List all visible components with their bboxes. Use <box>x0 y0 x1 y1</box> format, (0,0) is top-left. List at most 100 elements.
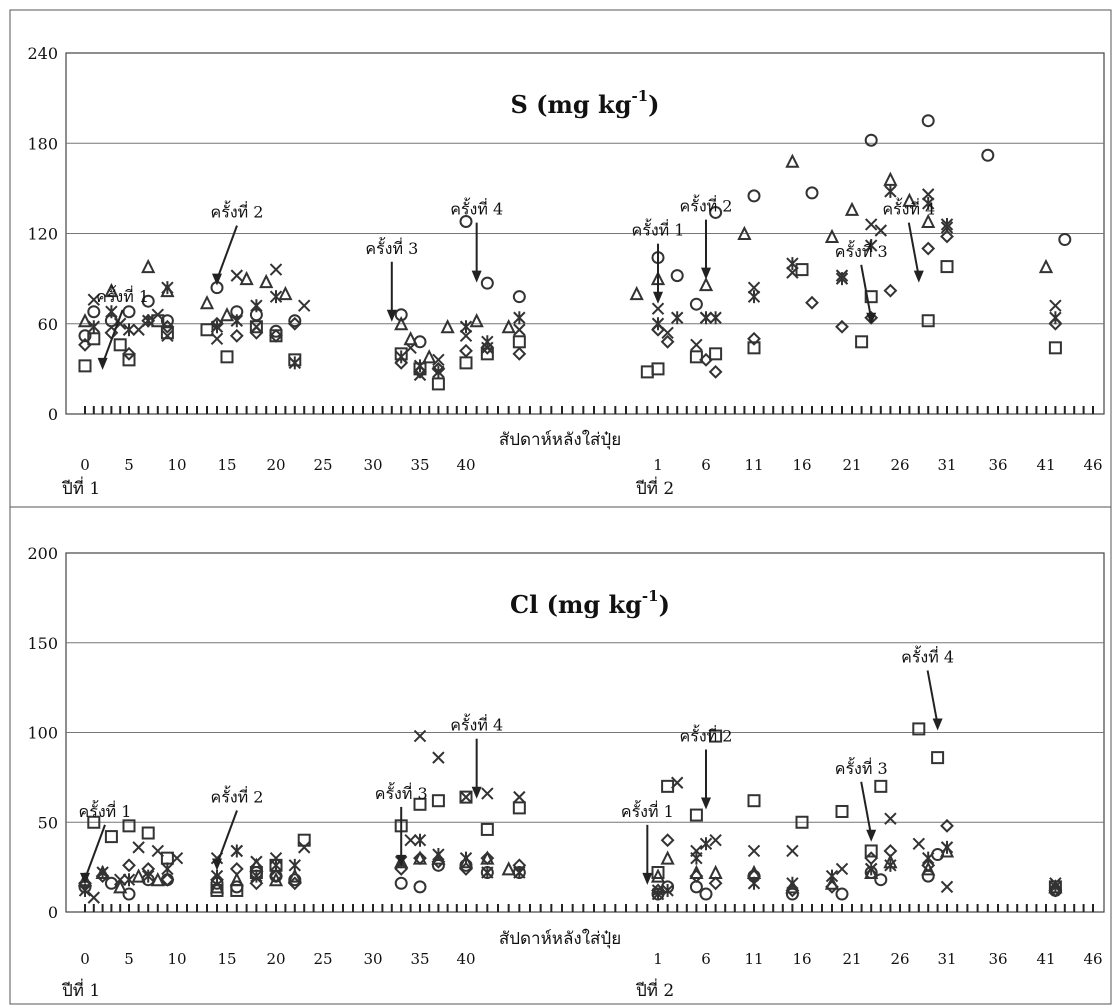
data-point-x <box>413 368 427 382</box>
y-tick-label: 120 <box>27 225 58 244</box>
data-point-square <box>835 804 849 818</box>
data-point-triangle <box>883 171 898 186</box>
data-point-circle <box>699 887 713 901</box>
data-point-circle <box>805 186 819 200</box>
data-point-asterisk <box>651 317 665 331</box>
data-point-triangle <box>287 868 302 883</box>
data-point-circle <box>141 294 155 308</box>
data-point-triangle <box>131 868 146 883</box>
annotation-arrowhead <box>97 357 108 370</box>
data-point-square <box>709 347 723 361</box>
data-point-circle <box>835 887 849 901</box>
annotation-arrow <box>860 781 873 836</box>
data-point-diamond <box>864 851 879 866</box>
y-tick-label: 100 <box>27 724 58 743</box>
data-point-triangle <box>278 285 293 301</box>
x-tick-label: 5 <box>124 950 134 968</box>
annotation-label: ครั้งที่ 1 <box>632 219 685 240</box>
data-point-square <box>855 335 869 349</box>
data-point-triangle <box>921 213 936 228</box>
data-point-circle <box>394 876 408 890</box>
data-point-diamond <box>269 328 283 343</box>
x-tick-label: 35 <box>410 950 429 968</box>
data-point-x <box>912 837 926 850</box>
annotation-label: ครั้งที่ 3 <box>375 782 428 803</box>
data-point-asterisk <box>210 320 224 334</box>
data-point-asterisk <box>835 272 849 286</box>
data-point-x <box>404 341 417 355</box>
data-point-asterisk <box>884 858 897 872</box>
data-point-circle <box>689 880 703 894</box>
annotation-label: ครั้งที่ 2 <box>211 201 264 222</box>
annotation-label: ครั้งที่ 4 <box>450 714 503 735</box>
x-tick-label: 25 <box>313 456 332 474</box>
data-point-circle <box>981 148 995 162</box>
data-point-triangle <box>660 850 675 865</box>
data-point-circle <box>864 133 878 147</box>
data-point-square <box>160 326 174 340</box>
data-point-triangle <box>403 331 418 346</box>
data-point-diamond <box>689 869 704 884</box>
x-tick-label: 21 <box>842 456 861 474</box>
data-point-asterisk <box>786 257 799 271</box>
data-point-asterisk <box>670 311 684 325</box>
data-point-diamond <box>747 331 761 346</box>
data-point-circle <box>874 873 888 887</box>
data-point-x <box>513 790 526 804</box>
data-point-x <box>161 329 174 342</box>
data-point-x <box>651 302 665 315</box>
data-point-asterisk <box>825 869 839 883</box>
annotation-label: ครั้งที่ 3 <box>365 237 418 258</box>
data-point-asterisk <box>921 851 935 865</box>
data-point-diamond <box>512 346 527 361</box>
data-point-asterisk <box>269 290 283 304</box>
x-tick-label: 6 <box>701 456 711 474</box>
chart-title: Cl (mg kg-1) <box>510 587 670 619</box>
chart-title: S (mg kg-1) <box>510 87 659 119</box>
data-point-square <box>113 338 127 352</box>
data-point-asterisk <box>432 848 445 862</box>
data-point-square <box>249 320 263 334</box>
data-point-diamond <box>269 869 283 884</box>
data-point-diamond <box>480 851 495 866</box>
annotation-arrow <box>907 222 920 277</box>
data-point-asterisk <box>230 844 244 858</box>
data-point-diamond <box>1048 883 1063 898</box>
data-point-circle <box>512 290 526 304</box>
data-point-x <box>874 224 888 237</box>
data-point-square <box>912 722 926 736</box>
x-tick-label: 1 <box>653 456 663 474</box>
data-point-triangle <box>229 871 244 887</box>
x-tick-label: 36 <box>988 950 1007 968</box>
x-tick-label: 10 <box>167 456 186 474</box>
data-point-x <box>113 873 127 886</box>
data-point-circle <box>921 114 935 128</box>
data-point-diamond <box>785 883 800 898</box>
data-point-x <box>940 880 954 894</box>
data-point-square <box>940 260 954 274</box>
data-point-square <box>689 808 703 822</box>
data-point-asterisk <box>78 883 92 897</box>
x-tick-label: 30 <box>363 950 382 968</box>
data-point-diamond <box>699 352 713 367</box>
series-square <box>87 722 1062 897</box>
data-point-x <box>413 729 427 743</box>
annotation-label: ครั้งที่ 2 <box>211 786 264 807</box>
data-point-x <box>297 299 311 312</box>
data-point-diamond <box>660 334 675 349</box>
data-point-square <box>921 314 935 328</box>
bottom-panel-frame <box>9 506 1112 1005</box>
annotation-arrowhead <box>913 270 924 283</box>
y-tick-label: 0 <box>48 903 58 922</box>
data-point-x <box>87 891 101 904</box>
x-tick-label: 11 <box>744 950 763 968</box>
data-point-asterisk <box>747 290 761 304</box>
annotation-arrowhead <box>80 872 90 885</box>
data-point-diamond <box>459 343 473 358</box>
series-x <box>87 188 1062 382</box>
x-tick-label: 0 <box>80 950 90 968</box>
data-point-asterisk <box>651 887 665 901</box>
data-point-x <box>269 263 283 276</box>
data-point-asterisk <box>269 858 283 872</box>
